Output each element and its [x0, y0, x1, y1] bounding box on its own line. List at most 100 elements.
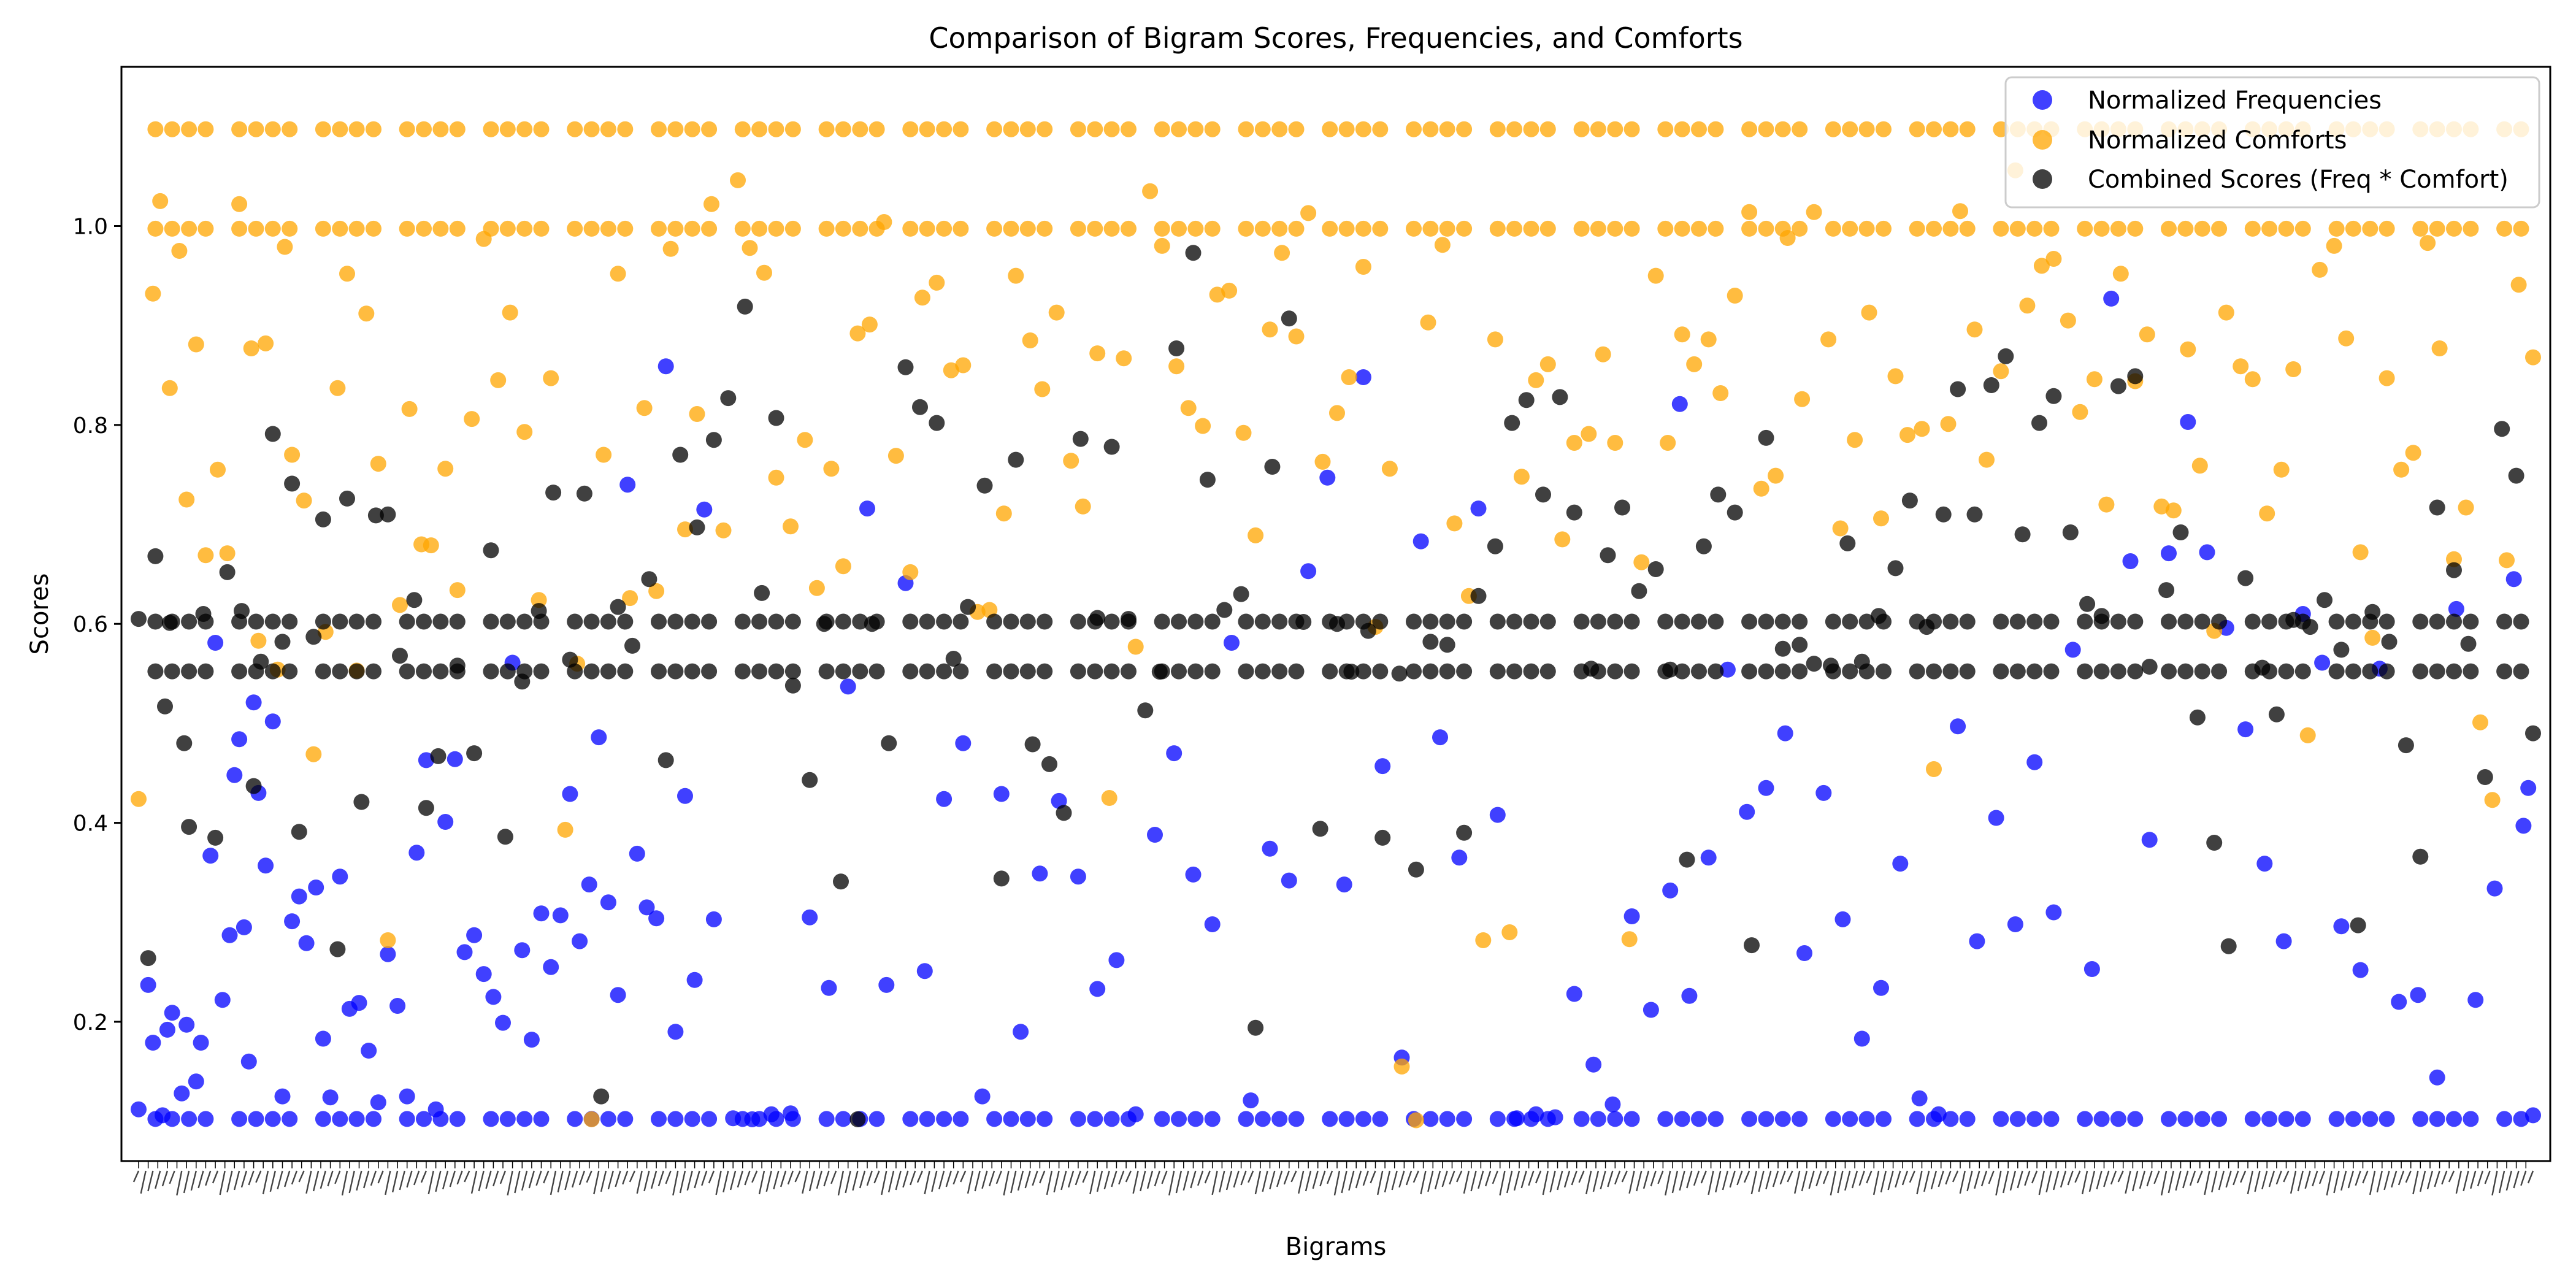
- frequency-point: [1322, 1111, 1338, 1127]
- frequency-point: [2026, 1111, 2043, 1127]
- comfort-point: [684, 121, 700, 137]
- combined-point: [784, 663, 801, 680]
- combined-point: [348, 663, 365, 680]
- frequency-point: [543, 959, 559, 975]
- comfort-point: [401, 401, 418, 417]
- comfort-point: [1700, 331, 1717, 348]
- combined-point: [2177, 663, 2194, 680]
- frequency-point: [2083, 961, 2100, 977]
- combined-point: [1993, 663, 2009, 680]
- comfort-point: [1322, 121, 1338, 137]
- combined-point: [1439, 663, 1455, 680]
- frequency-point: [1032, 865, 1048, 882]
- comfort-point: [876, 214, 892, 230]
- combined-point: [1774, 613, 1791, 630]
- comfort-point: [2244, 220, 2261, 237]
- comfort-point: [1832, 520, 1849, 537]
- combined-point: [1254, 663, 1271, 680]
- combined-point: [936, 613, 953, 630]
- frequency-point: [1355, 369, 1371, 385]
- frequency-point: [2513, 1111, 2529, 1127]
- comfort-point: [887, 448, 904, 464]
- combined-point: [833, 873, 849, 890]
- comfort-point: [1528, 372, 1544, 388]
- comfort-point: [1154, 220, 1170, 237]
- combined-point: [784, 677, 801, 694]
- legend: Normalized Frequencies Normalized Comfor…: [2004, 76, 2540, 209]
- frequency-point: [835, 1111, 851, 1127]
- comfort-point: [1741, 204, 1758, 220]
- comfort-point: [1439, 121, 1455, 137]
- combined-point: [1248, 1019, 1264, 1036]
- combined-point: [366, 663, 381, 680]
- comfort-point: [1825, 121, 1841, 137]
- frequency-point: [2122, 553, 2139, 569]
- frequency-point: [466, 927, 483, 943]
- combined-point: [1406, 613, 1422, 630]
- comfort-point: [449, 582, 466, 599]
- combined-point: [2345, 613, 2361, 630]
- frequency-point: [1623, 1111, 1640, 1127]
- comfort-point: [1338, 220, 1355, 237]
- frequency-point: [667, 1111, 684, 1127]
- comfort-point: [284, 447, 301, 463]
- combined-point: [1168, 340, 1185, 356]
- comfort-point: [1314, 453, 1331, 470]
- comfort-point: [768, 121, 784, 137]
- comfort-point: [2362, 220, 2379, 237]
- frequency-point: [1204, 1111, 1221, 1127]
- comfort-point: [2364, 629, 2381, 646]
- frequency-point: [456, 944, 473, 960]
- comfort-point: [348, 220, 365, 237]
- combined-point: [2026, 613, 2043, 630]
- combined-point: [1998, 348, 2014, 364]
- combined-point: [1871, 608, 1887, 624]
- comfort-point: [2299, 727, 2316, 743]
- comfort-point: [1372, 121, 1389, 137]
- frequency-point: [1842, 1111, 1858, 1127]
- combined-point: [1233, 586, 1249, 602]
- comfort-point: [902, 564, 919, 580]
- frequency-point: [2314, 654, 2331, 671]
- comfort-point: [667, 220, 684, 237]
- comfort-point: [1940, 416, 1957, 432]
- frequency-point: [1585, 1056, 1602, 1073]
- combined-point: [701, 663, 718, 680]
- comfort-point: [1691, 121, 1707, 137]
- comfort-point: [936, 121, 953, 137]
- combined-point: [430, 748, 447, 764]
- combined-point: [1806, 656, 1822, 672]
- combined-point: [1204, 663, 1221, 680]
- comfort-point: [2472, 714, 2488, 730]
- frequency-point: [1204, 916, 1221, 932]
- combined-point: [140, 950, 156, 967]
- comfort-point: [1942, 220, 1959, 237]
- combined-point: [2211, 663, 2228, 680]
- combined-point: [1710, 486, 1727, 503]
- frequency-point: [2256, 856, 2273, 872]
- comfort-point: [2191, 458, 2208, 474]
- comfort-point: [1121, 121, 1137, 137]
- comfort-point: [617, 220, 634, 237]
- combined-point: [1926, 663, 1942, 680]
- frequency-point: [2362, 1111, 2379, 1127]
- legend-label-combined: Combined Scores (Freq * Comfort): [2088, 166, 2509, 194]
- combined-point: [2477, 769, 2493, 785]
- combined-point: [1623, 613, 1640, 630]
- combined-point: [936, 663, 953, 680]
- combined-point: [1691, 663, 1707, 680]
- comfort-point: [730, 172, 746, 188]
- comfort-point: [332, 121, 348, 137]
- combined-point: [2194, 663, 2210, 680]
- comfort-point: [943, 362, 959, 378]
- y-axis: 0.2 0.4 0.6 0.8 1.0: [73, 214, 121, 1035]
- combined-point: [852, 613, 868, 630]
- comfort-point: [2093, 220, 2110, 237]
- frequency-point: [1013, 1024, 1029, 1040]
- comfort-point: [219, 545, 236, 562]
- combined-point: [835, 663, 851, 680]
- combined-point: [1631, 583, 1647, 599]
- combined-point: [1674, 663, 1690, 680]
- combined-point: [1489, 613, 1506, 630]
